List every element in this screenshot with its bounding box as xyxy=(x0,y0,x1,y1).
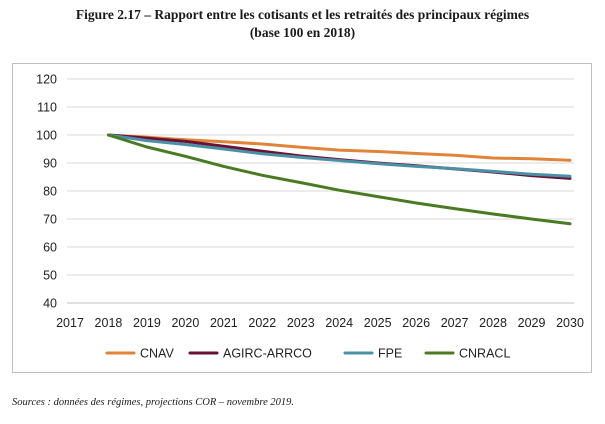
legend-label-fpe: FPE xyxy=(378,347,402,361)
x-tick-label-2021: 2021 xyxy=(210,316,238,330)
figure-title-line1: Figure 2.17 – Rapport entre les cotisant… xyxy=(75,7,530,22)
x-tick-label-2017: 2017 xyxy=(56,316,84,330)
y-tick-label-80: 80 xyxy=(43,185,57,199)
legend-label-cnracl: CNRACL xyxy=(459,347,510,361)
y-axis: 40 50 60 70 80 90 100 110 120 xyxy=(36,73,57,311)
figure-title: Figure 2.17 – Rapport entre les cotisant… xyxy=(0,6,605,42)
x-tick-label-2025: 2025 xyxy=(364,316,392,330)
x-tick-label-2020: 2020 xyxy=(171,316,199,330)
x-tick-label-2028: 2028 xyxy=(479,316,507,330)
x-tick-label-2027: 2027 xyxy=(441,316,469,330)
figure-title-line2: (base 100 en 2018) xyxy=(249,25,356,40)
series-line-cnracl xyxy=(107,133,572,226)
y-tick-label-60: 60 xyxy=(43,241,57,255)
legend-label-agirc-arrco: AGIRC-ARRCO xyxy=(223,347,312,361)
x-axis: 2017 2018 2019 2020 2021 2022 2023 2024 2025 2026… xyxy=(56,302,584,330)
y-tick-label-90: 90 xyxy=(43,157,57,171)
x-tick-label-2019: 2019 xyxy=(133,316,161,330)
series-lines xyxy=(107,133,572,226)
y-tick-label-50: 50 xyxy=(43,269,57,283)
chart-frame: 40 50 60 70 80 90 100 110 120 2017 2018 2019 2020 20… xyxy=(12,63,592,373)
x-tick-label-2030: 2030 xyxy=(556,316,584,330)
y-tick-label-120: 120 xyxy=(36,73,57,87)
legend-label-cnav: CNAV xyxy=(140,347,174,361)
x-tick-label-2024: 2024 xyxy=(325,316,353,330)
source-note: Sources : données des régimes, projectio… xyxy=(12,397,294,408)
chart-border xyxy=(12,63,592,373)
x-tick-label-2018: 2018 xyxy=(95,316,123,330)
x-tick-label-2026: 2026 xyxy=(402,316,430,330)
series-line-cnav xyxy=(107,133,572,162)
legend: CNAV AGIRC-ARRCO FPE CNRACL xyxy=(105,347,510,361)
series-line-fpe xyxy=(107,133,572,178)
y-tick-label-100: 100 xyxy=(36,129,57,143)
y-tick-label-110: 110 xyxy=(37,101,57,115)
y-tick-label-70: 70 xyxy=(43,213,57,227)
x-tick-label-2022: 2022 xyxy=(248,316,276,330)
y-tick-label-40: 40 xyxy=(43,297,57,311)
x-tick-label-2029: 2029 xyxy=(518,316,546,330)
x-tick-label-2023: 2023 xyxy=(287,316,315,330)
